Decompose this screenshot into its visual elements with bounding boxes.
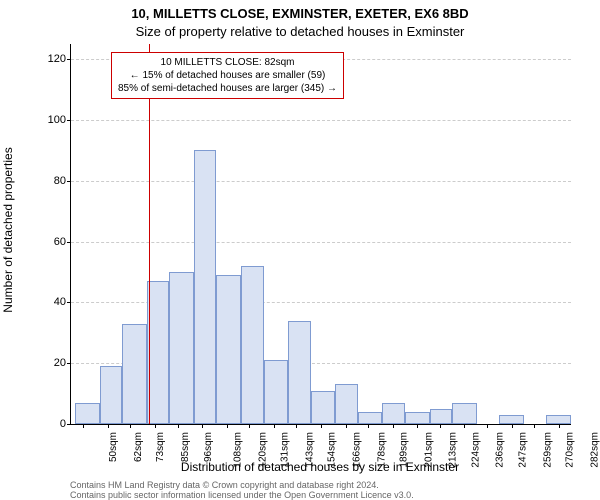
- chart-title-line2: Size of property relative to detached ho…: [0, 24, 600, 39]
- xtick-label: 259sqm: [542, 432, 553, 468]
- ytick-label: 60: [54, 236, 66, 248]
- histogram-bar: [335, 384, 358, 424]
- footer-line2: Contains public sector information licen…: [70, 490, 570, 500]
- histogram-bar: [241, 266, 264, 424]
- histogram-bar: [194, 150, 217, 424]
- annotation-line1: 10 MILLETTS CLOSE: 82sqm: [118, 56, 337, 69]
- ytick-mark: [67, 59, 71, 60]
- ytick-label: 100: [48, 114, 66, 126]
- xtick-mark: [440, 424, 441, 428]
- histogram-bar: [311, 391, 336, 424]
- xtick-label: 73sqm: [155, 432, 166, 462]
- histogram-bar: [264, 360, 289, 424]
- histogram-bar: [100, 366, 123, 424]
- ytick-mark: [67, 363, 71, 364]
- xtick-mark: [178, 424, 179, 428]
- ytick-label: 80: [54, 175, 66, 187]
- xtick-label: 236sqm: [495, 432, 506, 468]
- xtick-mark: [249, 424, 250, 428]
- gridline: [71, 242, 571, 244]
- xtick-mark: [368, 424, 369, 428]
- ytick-label: 40: [54, 296, 66, 308]
- xtick-mark: [274, 424, 275, 428]
- reference-line: [149, 44, 150, 424]
- histogram-bar: [288, 321, 311, 424]
- gridline: [71, 181, 571, 183]
- chart-title-line1: 10, MILLETTS CLOSE, EXMINSTER, EXETER, E…: [0, 6, 600, 21]
- annotation-line3: 85% of semi-detached houses are larger (…: [118, 82, 337, 95]
- histogram-bar: [169, 272, 194, 424]
- xtick-mark: [130, 424, 131, 428]
- xtick-mark: [512, 424, 513, 428]
- footer-attribution: Contains HM Land Registry data © Crown c…: [70, 480, 570, 500]
- annotation-line2: ← 15% of detached houses are smaller (59…: [118, 69, 337, 82]
- xtick-label: 154sqm: [327, 432, 338, 468]
- xtick-label: 96sqm: [203, 432, 214, 462]
- histogram-bar: [405, 412, 430, 424]
- xtick-mark: [559, 424, 560, 428]
- xtick-label: 189sqm: [399, 432, 410, 468]
- xtick-mark: [487, 424, 488, 428]
- histogram-bar: [122, 324, 147, 424]
- xtick-mark: [534, 424, 535, 428]
- xtick-label: 108sqm: [233, 432, 244, 468]
- xtick-mark: [321, 424, 322, 428]
- xtick-label: 62sqm: [133, 432, 144, 462]
- xtick-mark: [83, 424, 84, 428]
- histogram-bar: [216, 275, 241, 424]
- ytick-mark: [67, 120, 71, 121]
- histogram-bar: [452, 403, 477, 424]
- ytick-mark: [67, 302, 71, 303]
- histogram-bar: [358, 412, 383, 424]
- xtick-label: 143sqm: [304, 432, 315, 468]
- ytick-mark: [67, 181, 71, 182]
- xtick-label: 213sqm: [448, 432, 459, 468]
- xtick-mark: [296, 424, 297, 428]
- xtick-label: 50sqm: [108, 432, 119, 462]
- xtick-label: 201sqm: [423, 432, 434, 468]
- xtick-label: 120sqm: [257, 432, 268, 468]
- xtick-mark: [464, 424, 465, 428]
- ytick-label: 120: [48, 53, 66, 65]
- xtick-mark: [346, 424, 347, 428]
- chart-plot-area: 10 MILLETTS CLOSE: 82sqm ← 15% of detach…: [70, 44, 571, 425]
- histogram-bar: [499, 415, 524, 424]
- histogram-bar: [430, 409, 453, 424]
- footer-line1: Contains HM Land Registry data © Crown c…: [70, 480, 570, 490]
- ytick-mark: [67, 424, 71, 425]
- ytick-label: 0: [60, 418, 66, 430]
- xtick-label: 178sqm: [376, 432, 387, 468]
- xtick-mark: [227, 424, 228, 428]
- xtick-label: 85sqm: [180, 432, 191, 462]
- y-axis-label: Number of detached properties: [1, 147, 15, 312]
- xtick-mark: [417, 424, 418, 428]
- ytick-label: 20: [54, 357, 66, 369]
- histogram-bar: [546, 415, 571, 424]
- xtick-mark: [108, 424, 109, 428]
- xtick-label: 131sqm: [280, 432, 291, 468]
- xtick-mark: [202, 424, 203, 428]
- annotation-box: 10 MILLETTS CLOSE: 82sqm ← 15% of detach…: [111, 52, 344, 99]
- gridline: [71, 120, 571, 122]
- xtick-mark: [155, 424, 156, 428]
- xtick-label: 270sqm: [565, 432, 576, 468]
- xtick-label: 247sqm: [518, 432, 529, 468]
- xtick-label: 282sqm: [589, 432, 600, 468]
- histogram-bar: [147, 281, 170, 424]
- xtick-mark: [393, 424, 394, 428]
- xtick-label: 166sqm: [352, 432, 363, 468]
- histogram-bar: [75, 403, 100, 424]
- ytick-mark: [67, 242, 71, 243]
- histogram-bar: [382, 403, 405, 424]
- xtick-label: 224sqm: [470, 432, 481, 468]
